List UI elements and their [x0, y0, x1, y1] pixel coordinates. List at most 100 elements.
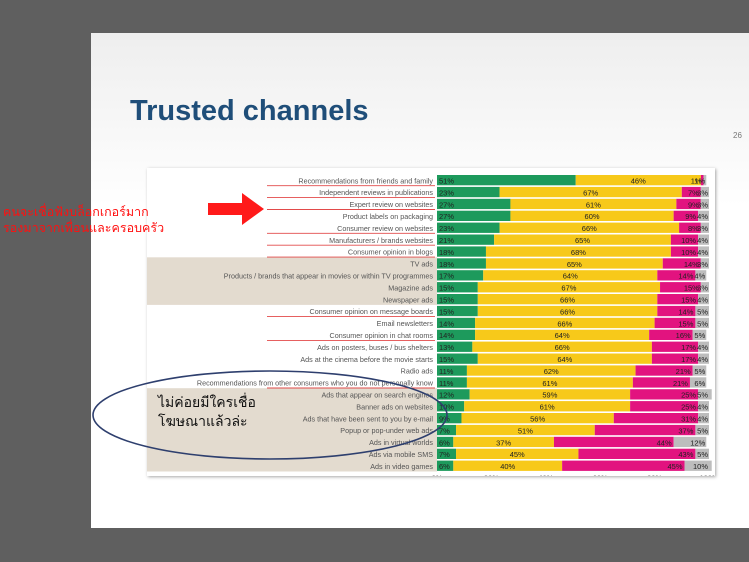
bar-segment [635, 365, 693, 376]
bar-value-label: 37% [678, 426, 693, 435]
bar-value-label: 27% [439, 200, 454, 209]
category-label: Expert review on websites [350, 200, 434, 209]
bar-value-label: 23% [439, 224, 454, 233]
bar-value-label: 14% [678, 272, 693, 281]
bar-value-label: 61% [540, 403, 555, 412]
bar-segment [461, 413, 614, 424]
bar-value-label: 15% [439, 307, 454, 316]
trust-chart: Recommendations from friends and family 5… [147, 175, 715, 477]
bar-value-label: 15% [678, 319, 693, 328]
bar-segment [698, 353, 709, 364]
bar-segment [695, 424, 709, 436]
bar-value-label: 65% [575, 236, 590, 245]
bar-segment [437, 270, 484, 281]
bar-value-label: 17% [681, 343, 696, 352]
bar-segment [698, 246, 709, 257]
bar-segment [453, 460, 563, 471]
bar-value-label: 15% [439, 284, 454, 293]
bar-value-label: 3% [697, 188, 708, 197]
bar-value-label: 45% [668, 462, 683, 471]
bar-segment [437, 401, 465, 412]
bar-segment [437, 365, 467, 376]
bar-value-label: 45% [510, 450, 525, 459]
bar-value-label: 23% [439, 188, 454, 197]
category-label: Radio ads [401, 367, 434, 376]
bar-segment [670, 234, 699, 245]
bar-value-label: 4% [697, 248, 708, 257]
bar-value-label: 40% [500, 462, 515, 471]
bar-value-label: 64% [555, 331, 570, 340]
bar-segment [437, 282, 478, 293]
bar-segment [469, 389, 631, 400]
category-label: Ads at the cinema before the movie start… [300, 355, 433, 364]
bar-value-label: 3% [697, 200, 708, 209]
bar-value-label: 5% [697, 307, 708, 316]
category-label: Popup or pop-under web ads [340, 426, 433, 435]
bar-segment [673, 210, 699, 221]
category-label: Products / brands that appear in movies … [224, 272, 434, 281]
bar-value-label: 4% [697, 403, 708, 412]
bar-segment [700, 175, 704, 186]
bar-segment [475, 317, 655, 329]
bar-value-label: 67% [583, 188, 598, 197]
category-label: Magazine ads [388, 283, 433, 292]
logo-icon [674, 484, 740, 504]
bar-segment [657, 305, 696, 317]
bar-segment [698, 401, 709, 412]
source-caption: Source: TNS (2010) [152, 482, 224, 491]
bar-segment [679, 222, 701, 233]
bar-segment [698, 341, 709, 352]
bar-segment [437, 341, 473, 352]
bar-value-label: 56% [530, 415, 545, 424]
x-tick-label: 40% [538, 474, 553, 477]
bar-segment [499, 222, 680, 233]
bar-value-label: 6% [694, 379, 705, 388]
bar-value-label: 4% [697, 212, 708, 221]
bar-value-label: 8% [688, 224, 699, 233]
bar-value-label: 66% [560, 307, 575, 316]
bar-segment [456, 424, 595, 436]
bar-value-label: 16% [676, 331, 691, 340]
bar-value-label: 15% [684, 284, 699, 293]
bar-value-label: 1% [691, 177, 702, 186]
bar-value-label: 46% [631, 177, 646, 186]
bar-value-label: 60% [585, 212, 600, 221]
bar-value-label: 13% [439, 343, 454, 352]
bar-value-label: 9% [439, 415, 450, 424]
bar-value-label: 3% [697, 224, 708, 233]
bar-segment [456, 448, 579, 459]
annotation-bottom-line1: ไม่ค่อยมีใครเชื่อ [158, 394, 256, 410]
page-title: Trusted channels [130, 95, 369, 127]
bar-value-label: 66% [560, 296, 575, 305]
category-label: Product labels on packaging [343, 212, 433, 221]
bar-segment [477, 353, 652, 364]
bar-value-label: 64% [557, 355, 572, 364]
x-tick-label: 0% [432, 474, 443, 477]
bar-segment [695, 448, 709, 459]
bar-segment [477, 305, 658, 317]
bar-value-label: 5% [694, 331, 705, 340]
bar-segment [437, 353, 478, 364]
bar-value-label: 43% [678, 450, 693, 459]
bar-value-label: 12% [439, 391, 454, 400]
bar-value-label: 5% [697, 391, 708, 400]
bar-value-label: 7% [688, 188, 699, 197]
bar-segment [698, 294, 709, 305]
bar-value-label: 3% [697, 284, 708, 293]
bar-value-label: 5% [697, 450, 708, 459]
bar-segment [477, 294, 658, 305]
bar-segment [483, 270, 658, 281]
bar-value-label: 67% [561, 284, 576, 293]
bar-value-label: 9% [688, 200, 699, 209]
bar-segment [475, 329, 650, 340]
category-label: Consumer opinion in chat rooms [330, 331, 434, 340]
category-label: Banner ads on websites [356, 402, 433, 411]
category-label: Consumer opinion in blogs [348, 248, 434, 257]
bar-value-label: 10% [693, 462, 708, 471]
bar-segment [703, 175, 707, 186]
bar-value-label: 68% [571, 248, 586, 257]
bar-segment [437, 246, 486, 257]
bar-value-label: 25% [681, 391, 696, 400]
bar-value-label: 27% [439, 212, 454, 221]
bar-segment [437, 436, 454, 448]
